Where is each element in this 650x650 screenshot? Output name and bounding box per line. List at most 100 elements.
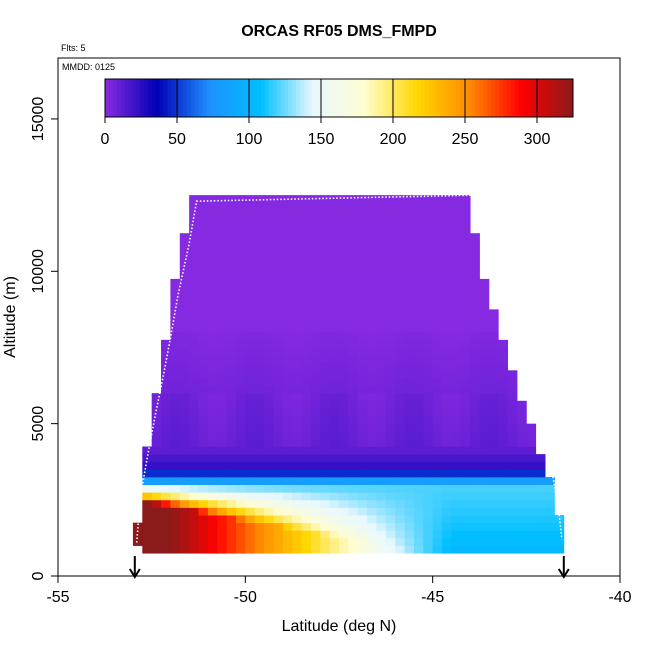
heatmap-cell [226,332,237,341]
heatmap-cell [264,416,274,425]
heatmap-cell [273,438,284,447]
heatmap-cell [217,400,227,409]
heatmap-cell [245,294,256,303]
heatmap-cell [264,195,274,204]
heatmap-cell [442,545,452,554]
heatmap-cell [470,317,480,326]
heatmap-cell [226,317,237,326]
heatmap-cell [507,499,518,508]
heatmap-cell [432,370,443,379]
colorbar-segment [565,79,570,117]
heatmap-cell [367,423,377,432]
heatmap-cell [189,461,199,470]
heatmap-cell [226,484,237,493]
heatmap-cell [310,332,321,341]
heatmap-cell [198,324,209,333]
heatmap-cell [282,507,293,516]
heatmap-cell [498,393,508,402]
heatmap-cell [413,492,424,501]
heatmap-cell [198,446,209,455]
heatmap-cell [320,370,331,379]
heatmap-cell [404,347,415,356]
heatmap-cell [339,233,349,242]
heatmap-cell [301,309,312,318]
heatmap-cell [385,499,396,508]
heatmap-cell [432,469,443,478]
colorbar-segment [323,79,328,117]
heatmap-cell [488,461,499,470]
heatmap-cell [395,233,405,242]
heatmap-cell [460,217,471,226]
heatmap-cell [488,469,499,478]
heatmap-cell [423,225,434,234]
heatmap-cell [329,309,340,318]
heatmap-cell [310,476,321,485]
heatmap-cell [226,454,237,463]
heatmap-cell [413,454,424,463]
heatmap-cell [395,339,405,348]
heatmap-cell [282,461,293,470]
heatmap-cell [264,347,274,356]
heatmap-cell [413,339,424,348]
heatmap-cell [245,431,256,440]
heatmap-cell [235,408,246,417]
heatmap-cell [179,400,190,409]
heatmap-cell [310,454,321,463]
heatmap-cell [526,454,537,463]
colorbar-segment [346,79,352,117]
colorbar-segment [553,79,558,117]
heatmap-cell [170,408,181,417]
heatmap-cell [282,317,293,326]
heatmap-cell [413,195,424,204]
heatmap-cell [292,347,302,356]
heatmap-cell [423,408,434,417]
heatmap-cell [254,438,265,447]
heatmap-cell [348,271,359,280]
colorbar-tick-label: 250 [452,131,479,148]
heatmap-cell [385,362,396,371]
heatmap-cell [235,217,246,226]
heatmap-cell [189,370,199,379]
heatmap-cell [292,278,302,287]
heatmap-cell [245,484,256,493]
heatmap-cell [498,377,508,386]
heatmap-cell [451,408,462,417]
heatmap-cell [498,438,508,447]
colorbar-segment [561,79,566,117]
heatmap-cell [526,446,537,455]
heatmap-cell [264,324,274,333]
heatmap-cell [292,377,302,386]
heatmap-cell [226,278,237,287]
heatmap-cell [207,484,218,493]
heatmap-cell [329,210,340,219]
heatmap-cell [226,438,237,447]
heatmap-cell [226,309,237,318]
heatmap-cell [432,210,443,219]
heatmap-cell [423,370,434,379]
heatmap-cell [367,210,377,219]
heatmap-cell [310,202,321,211]
heatmap-cell [217,317,227,326]
heatmap-cell [207,492,218,501]
heatmap-cell [423,545,434,554]
heatmap-cell [189,195,199,204]
heatmap-cell [413,355,424,364]
heatmap-cell [460,210,471,219]
heatmap-cell [423,393,434,402]
heatmap-cell [217,248,227,257]
heatmap-cell [179,446,190,455]
heatmap-cell [273,537,284,546]
heatmap-cell [479,347,490,356]
heatmap-cell [385,355,396,364]
heatmap-cell [451,271,462,280]
heatmap-cell [301,545,312,554]
heatmap-cell [235,248,246,257]
heatmap-cell [451,377,462,386]
colorbar-segment [448,79,453,117]
heatmap-cell [292,362,302,371]
heatmap-cell [470,377,480,386]
heatmap-cell [423,202,434,211]
heatmap-cell [273,446,284,455]
heatmap-cell [273,309,284,318]
